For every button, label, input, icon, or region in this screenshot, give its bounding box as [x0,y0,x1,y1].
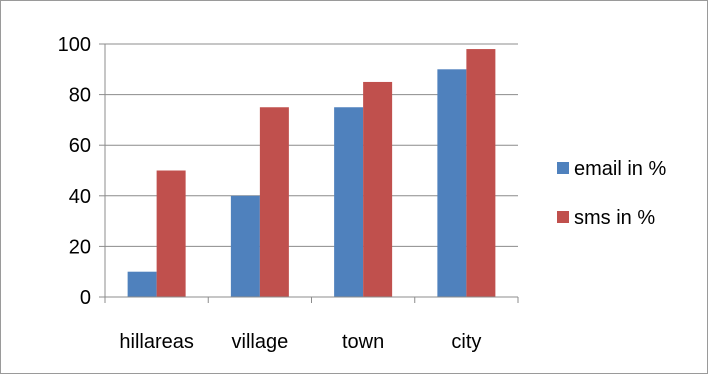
x-category-label: village [232,331,289,353]
legend-swatch-sms [557,211,569,223]
y-tick-label: 0 [80,287,91,309]
bar-city-sms [466,49,496,298]
x-category-label: city [451,331,481,353]
y-tick-label: 80 [69,85,91,107]
y-tick-label: 40 [69,186,91,208]
axes: 0 20 40 60 80 100 hillareas village town city [58,34,519,353]
x-category-label: town [342,331,384,353]
legend-label-sms: sms in % [574,207,655,229]
y-tick-label: 60 [69,135,91,157]
bar-village-sms [259,107,289,297]
y-tick-label: 20 [69,236,91,258]
x-category-label: hillareas [119,331,193,353]
bar-hillareas-email [127,271,157,297]
bar-city-email [437,69,467,297]
bar-town-sms [363,81,393,297]
bar-hillareas-sms [156,170,186,297]
bars [127,49,496,298]
legend-label-email: email in % [574,158,666,180]
bar-town-email [334,107,364,297]
y-tick-label: 100 [58,34,91,56]
bar-village-email [230,195,260,297]
legend: email in % sms in % [557,158,666,229]
legend-swatch-email [557,162,569,174]
